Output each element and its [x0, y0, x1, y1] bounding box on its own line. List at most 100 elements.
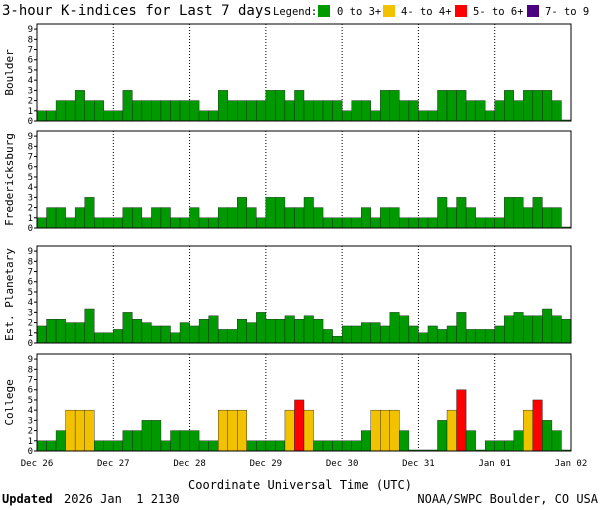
- k-index-bar: [437, 329, 448, 344]
- y-tick-label: 8: [28, 365, 33, 375]
- y-tick-label: 2: [28, 427, 33, 437]
- legend-item-green: 0 to 3+: [337, 6, 381, 18]
- k-index-bar: [275, 90, 286, 122]
- k-index-bar: [380, 90, 391, 122]
- k-index-bar: [217, 90, 228, 122]
- k-index-bar: [94, 100, 104, 122]
- source-credit: NOAA/SWPC Boulder, CO USA: [417, 492, 598, 506]
- k-index-bar: [475, 217, 486, 229]
- y-tick-label: 3: [28, 416, 33, 426]
- k-index-bar: [532, 399, 543, 452]
- k-index-bar: [370, 110, 381, 122]
- panel-frame: [36, 23, 572, 122]
- y-tick-label: 2: [28, 97, 33, 107]
- k-index-bar: [294, 399, 305, 452]
- k-index-bar: [103, 332, 114, 344]
- k-index-bar: [427, 217, 438, 229]
- k-index-bar: [246, 322, 257, 344]
- k-index-bar: [113, 110, 124, 122]
- k-index-bar: [332, 217, 343, 229]
- k-index-bar: [94, 332, 104, 344]
- k-index-bar: [84, 308, 95, 344]
- k-index-bar: [437, 90, 448, 122]
- k-index-bar: [160, 325, 171, 344]
- k-index-bar: [513, 197, 524, 229]
- k-index-bar: [389, 409, 400, 452]
- k-index-bar: [122, 90, 133, 122]
- x-tick-label: Jan 01: [478, 459, 511, 469]
- y-tick-label: 0: [28, 447, 33, 457]
- y-tick-label: 1: [28, 329, 33, 339]
- k-index-bar: [132, 319, 143, 344]
- k-index-bar: [437, 420, 448, 452]
- x-tick-label: Dec 28: [173, 459, 206, 469]
- k-index-bar: [389, 207, 400, 229]
- legend-item-purple: 7- to 9: [545, 6, 589, 18]
- k-index-bar: [380, 325, 391, 344]
- panel-frame: [36, 130, 572, 229]
- k-index-bar: [217, 207, 228, 229]
- k-index-bar: [523, 207, 534, 229]
- k-index-bar: [256, 440, 267, 452]
- k-index-bar: [532, 197, 543, 229]
- y-tick-label: 1: [28, 214, 33, 224]
- y-tick-label: 5: [28, 288, 33, 298]
- k-index-bar: [551, 315, 562, 344]
- k-index-bar: [208, 315, 219, 344]
- k-index-bar: [370, 322, 381, 344]
- k-index-bar: [351, 100, 362, 122]
- k-index-bar: [74, 409, 85, 452]
- k-index-bar: [322, 100, 333, 122]
- k-index-bar: [265, 319, 276, 344]
- k-index-bar: [170, 430, 181, 452]
- k-index-bar: [275, 197, 286, 229]
- k-index-bar: [303, 197, 314, 229]
- x-tick-label: Dec 29: [250, 459, 283, 469]
- k-index-bar: [361, 322, 371, 344]
- k-index-bar: [475, 329, 486, 344]
- panels: 0123456789Boulder0123456789Fredericksbur…: [3, 23, 587, 469]
- k-index-bar: [542, 420, 553, 452]
- k-index-bar: [561, 319, 572, 344]
- k-index-bar: [380, 207, 391, 229]
- k-index-bar: [551, 430, 562, 452]
- k-index-bar: [237, 197, 247, 229]
- k-index-bar: [523, 315, 534, 344]
- y-tick-label: 7: [28, 268, 33, 278]
- k-index-bar: [84, 100, 95, 122]
- k-index-bar: [189, 207, 200, 229]
- y-tick-label: 5: [28, 66, 33, 76]
- k-index-bar: [275, 440, 286, 452]
- y-tick-label: 4: [28, 298, 33, 308]
- k-index-bar: [208, 217, 219, 229]
- k-index-bar: [532, 90, 543, 122]
- k-index-bar: [456, 312, 467, 344]
- k-index-bar: [198, 319, 209, 344]
- k-index-bar: [542, 207, 553, 229]
- k-index-bar: [179, 322, 190, 344]
- k-index-bar: [313, 440, 324, 452]
- k-index-bar: [551, 207, 562, 229]
- k-index-bar: [198, 110, 209, 122]
- y-tick-label: 4: [28, 183, 33, 193]
- k-index-bar: [523, 90, 534, 122]
- k-index-bar: [303, 409, 314, 452]
- k-index-bar: [151, 100, 162, 122]
- k-index-bar: [370, 217, 381, 229]
- k-index-bar: [513, 430, 524, 452]
- x-axis-title: Coordinate Universal Time (UTC): [188, 478, 412, 492]
- k-index-bar: [113, 329, 124, 344]
- k-index-bar: [55, 100, 66, 122]
- k-index-bar: [208, 110, 219, 122]
- x-tick-label: Dec 30: [326, 459, 359, 469]
- y-tick-label: 8: [28, 142, 33, 152]
- k-index-bar: [103, 110, 114, 122]
- k-index-bar: [74, 90, 85, 122]
- k-index-bar: [265, 90, 276, 122]
- y-tick-label: 5: [28, 173, 33, 183]
- k-index-bar: [132, 430, 143, 452]
- k-index-bar: [361, 100, 371, 122]
- y-tick-label: 0: [28, 339, 33, 349]
- k-index-bar: [170, 100, 181, 122]
- panel-label: College: [3, 379, 16, 425]
